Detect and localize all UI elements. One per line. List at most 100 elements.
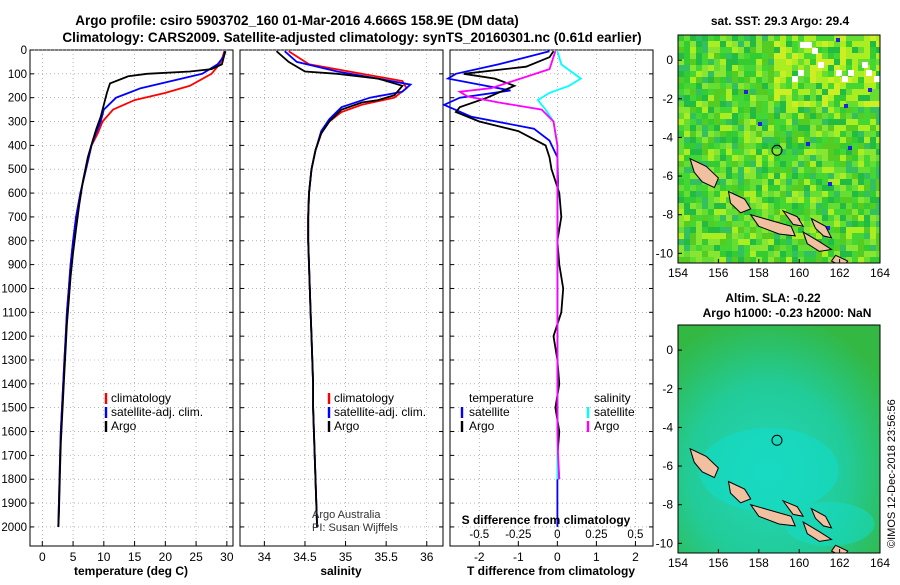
sst-cell bbox=[780, 143, 786, 149]
x-tick-label: 1 bbox=[593, 550, 600, 564]
title-line-2: Climatology: CARS2009. Satellite-adjuste… bbox=[62, 30, 641, 45]
map-x-tick-label: 158 bbox=[749, 556, 769, 570]
depth-tick-label: 400 bbox=[8, 140, 27, 152]
sst-cell bbox=[684, 95, 690, 101]
sst-cell bbox=[690, 185, 696, 191]
sst-cell bbox=[690, 257, 696, 263]
sst-cell bbox=[852, 257, 858, 263]
sst-cell bbox=[702, 209, 708, 215]
sst-cell bbox=[870, 125, 876, 131]
sst-cell bbox=[834, 173, 840, 179]
sst-cell bbox=[678, 185, 684, 191]
sst-cell bbox=[870, 173, 876, 179]
sst-cell bbox=[804, 173, 810, 179]
sst-cell bbox=[834, 221, 840, 227]
sst-cell bbox=[786, 41, 792, 47]
sst-cell bbox=[816, 71, 822, 77]
sst-cell bbox=[864, 209, 870, 215]
sst-cell bbox=[786, 119, 792, 125]
sst-cell bbox=[768, 191, 774, 197]
sst-cell bbox=[870, 179, 876, 185]
sst-cell bbox=[762, 89, 768, 95]
sst-cell bbox=[846, 119, 852, 125]
sst-cell bbox=[840, 137, 846, 143]
sst-cell bbox=[816, 185, 822, 191]
t-difference-label: T difference from climatology bbox=[467, 564, 635, 578]
sst-cell bbox=[684, 221, 690, 227]
sst-cell bbox=[858, 113, 864, 119]
sst-cell bbox=[858, 215, 864, 221]
sst-cell bbox=[870, 161, 876, 167]
sst-cell bbox=[828, 41, 834, 47]
sst-cell bbox=[756, 179, 762, 185]
sst-cell bbox=[864, 125, 870, 131]
sst-cell bbox=[708, 197, 714, 203]
sst-cell bbox=[780, 83, 786, 89]
sst-cell bbox=[684, 125, 690, 131]
sst-cell bbox=[834, 113, 840, 119]
sst-cell bbox=[876, 257, 880, 263]
island-shape bbox=[749, 503, 796, 527]
sst-cell bbox=[768, 173, 774, 179]
legend-label: climatology bbox=[111, 391, 171, 405]
sst-cell bbox=[834, 101, 840, 107]
sst-cell bbox=[780, 239, 786, 245]
sst-cell bbox=[816, 35, 822, 41]
sst-cell bbox=[810, 221, 816, 227]
legend-label: satellite-adj. clim. bbox=[334, 405, 426, 419]
sst-cell bbox=[762, 209, 768, 215]
sst-cell bbox=[846, 107, 852, 113]
sst-cell bbox=[798, 257, 804, 263]
sst-cell bbox=[696, 203, 702, 209]
sst-cell bbox=[726, 65, 732, 71]
sst-cell bbox=[846, 257, 852, 263]
sst-cell bbox=[768, 59, 774, 65]
sst-cell bbox=[846, 239, 852, 245]
sst-cell bbox=[876, 71, 880, 77]
sst-cell bbox=[738, 185, 744, 191]
x-tick-label: 0 bbox=[554, 550, 561, 564]
sst-cell bbox=[714, 89, 720, 95]
sst-cell bbox=[846, 155, 852, 161]
sst-cell bbox=[792, 125, 798, 131]
sst-cell bbox=[678, 161, 684, 167]
sst-cell bbox=[834, 143, 840, 149]
sst-cell bbox=[774, 197, 780, 203]
sst-cell bbox=[732, 65, 738, 71]
sst-cell bbox=[690, 179, 696, 185]
sst-cell bbox=[822, 125, 828, 131]
sst-cell bbox=[864, 89, 870, 95]
sst-cell bbox=[762, 161, 768, 167]
sst-cell bbox=[690, 203, 696, 209]
sst-cell bbox=[846, 113, 852, 119]
sst-cell bbox=[852, 65, 858, 71]
sst-cell bbox=[828, 83, 834, 89]
sst-cell bbox=[876, 185, 880, 191]
sst-cell bbox=[774, 107, 780, 113]
sst-cell bbox=[690, 119, 696, 125]
sst-cell bbox=[822, 47, 828, 53]
sst-cell bbox=[774, 95, 780, 101]
sst-cell bbox=[702, 35, 708, 41]
sst-cell bbox=[834, 191, 840, 197]
sst-cell bbox=[744, 95, 750, 101]
sst-cold-cell bbox=[744, 90, 748, 94]
sst-cell bbox=[774, 83, 780, 89]
sst-cell bbox=[858, 65, 864, 71]
sst-cell bbox=[870, 221, 876, 227]
sst-cell bbox=[780, 59, 786, 65]
sst-cell bbox=[744, 35, 750, 41]
sst-cell bbox=[798, 131, 804, 137]
sst-cell bbox=[852, 89, 858, 95]
sst-cell bbox=[822, 155, 828, 161]
sst-cell bbox=[738, 95, 744, 101]
sst-cell bbox=[762, 41, 768, 47]
sst-cell bbox=[708, 209, 714, 215]
sst-cell bbox=[786, 59, 792, 65]
sst-cell bbox=[756, 161, 762, 167]
sst-cell bbox=[816, 233, 822, 239]
sst-cell bbox=[810, 83, 816, 89]
sst-cell bbox=[738, 155, 744, 161]
sst-cell bbox=[870, 215, 876, 221]
sst-cell bbox=[876, 227, 880, 233]
